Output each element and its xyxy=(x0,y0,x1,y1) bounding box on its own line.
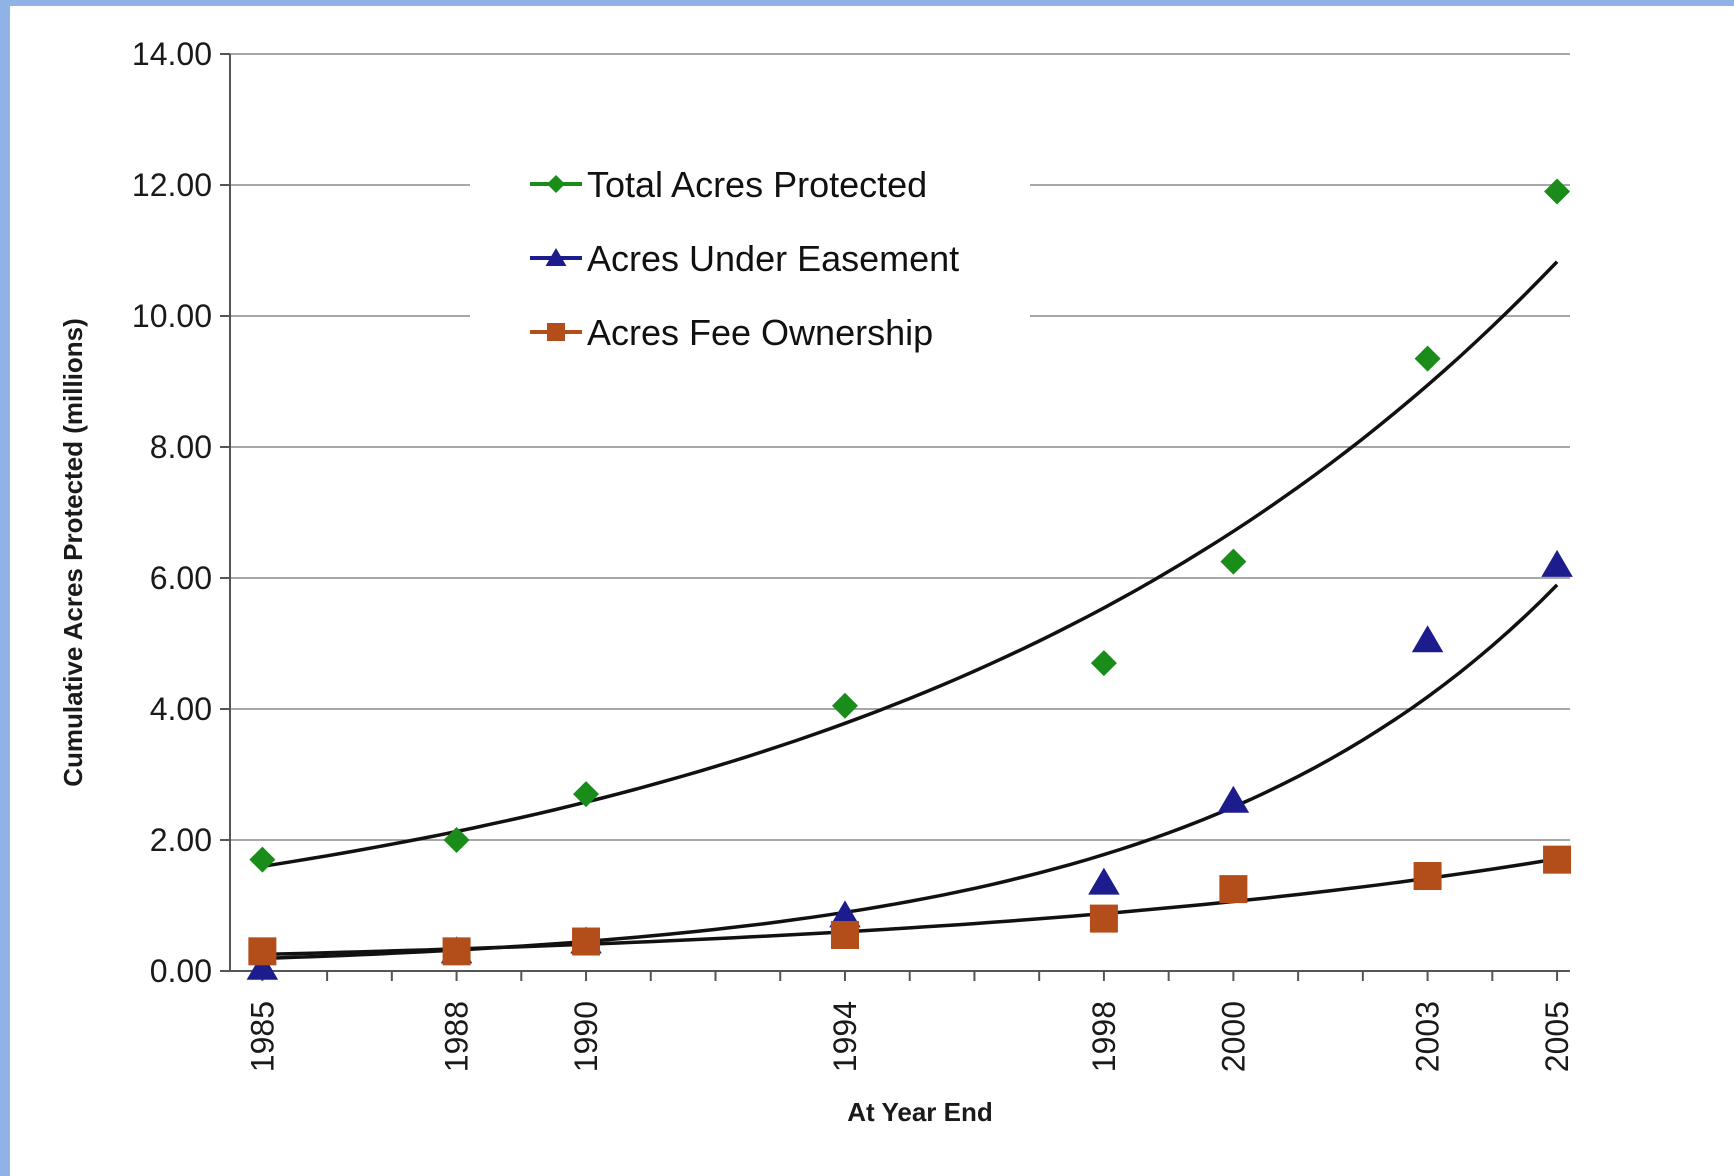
y-tick-label: 6.00 xyxy=(150,560,212,596)
data-point xyxy=(1217,785,1250,813)
data-point xyxy=(1544,178,1571,205)
data-point xyxy=(442,937,471,966)
chart-svg: 0.00 2.00 4.00 6.00 8.00 10.00 12.00 14.00 1985 1… xyxy=(58,36,1575,1127)
data-point xyxy=(249,846,276,873)
data-point xyxy=(1411,625,1444,653)
legend-marker xyxy=(547,175,565,193)
data-point xyxy=(1414,345,1441,372)
x-tick-label: 1985 xyxy=(244,1001,280,1072)
grid-lines xyxy=(230,53,1570,841)
data-point xyxy=(573,781,600,808)
data-point xyxy=(830,920,859,949)
y-tick-label: 2.00 xyxy=(150,822,212,858)
data-point xyxy=(572,927,601,956)
trendlines xyxy=(262,260,1559,961)
x-tick-label: 1994 xyxy=(827,1001,863,1072)
trendline-2 xyxy=(262,583,1559,961)
legend-label: Total Acres Protected xyxy=(587,164,927,205)
x-tick-label: 2000 xyxy=(1215,1001,1251,1072)
data-point xyxy=(443,827,470,853)
y-tick-label: 12.00 xyxy=(132,167,212,203)
y-tick-label: 10.00 xyxy=(132,298,212,334)
trendline-1 xyxy=(262,260,1559,869)
chart-frame: 0.00 2.00 4.00 6.00 8.00 10.00 12.00 14.00 1985 1… xyxy=(10,6,1734,1176)
y-axis-title: Cumulative Acres Protected (millions) xyxy=(58,318,88,787)
data-point xyxy=(1413,862,1442,891)
data-point xyxy=(831,692,858,719)
y-tick-label: 4.00 xyxy=(150,691,212,727)
data-point xyxy=(1220,548,1247,575)
y-tick-label: 8.00 xyxy=(150,429,212,465)
data-point xyxy=(1089,904,1118,933)
y-tick-label: 0.00 xyxy=(150,953,212,989)
legend: Total Acres Protected Acres Under Easemen… xyxy=(530,164,959,353)
x-axis-title: At Year End xyxy=(847,1097,992,1127)
legend-marker xyxy=(545,248,567,266)
x-tick-label: 2003 xyxy=(1410,1001,1446,1072)
legend-marker xyxy=(547,323,565,341)
data-point xyxy=(1543,845,1572,874)
axes: 0.00 2.00 4.00 6.00 8.00 10.00 12.00 14.00 1985 1… xyxy=(132,36,1575,1072)
legend-label: Acres Fee Ownership xyxy=(587,312,933,353)
data-point xyxy=(1088,867,1120,895)
x-tick-label: 2005 xyxy=(1539,1001,1575,1072)
data-point xyxy=(248,937,277,966)
x-tick-label: 1990 xyxy=(568,1001,604,1072)
x-tick-label: 1988 xyxy=(439,1001,475,1072)
legend-label: Acres Under Easement xyxy=(587,238,959,279)
data-points xyxy=(246,178,1573,980)
data-point xyxy=(829,900,861,928)
data-point xyxy=(246,952,279,980)
data-point xyxy=(1090,650,1117,677)
x-tick-label: 1998 xyxy=(1086,1001,1122,1072)
y-tick-label: 14.00 xyxy=(132,36,212,72)
data-point xyxy=(1219,875,1248,904)
data-point xyxy=(1541,549,1573,577)
trendline-3 xyxy=(262,857,1558,957)
